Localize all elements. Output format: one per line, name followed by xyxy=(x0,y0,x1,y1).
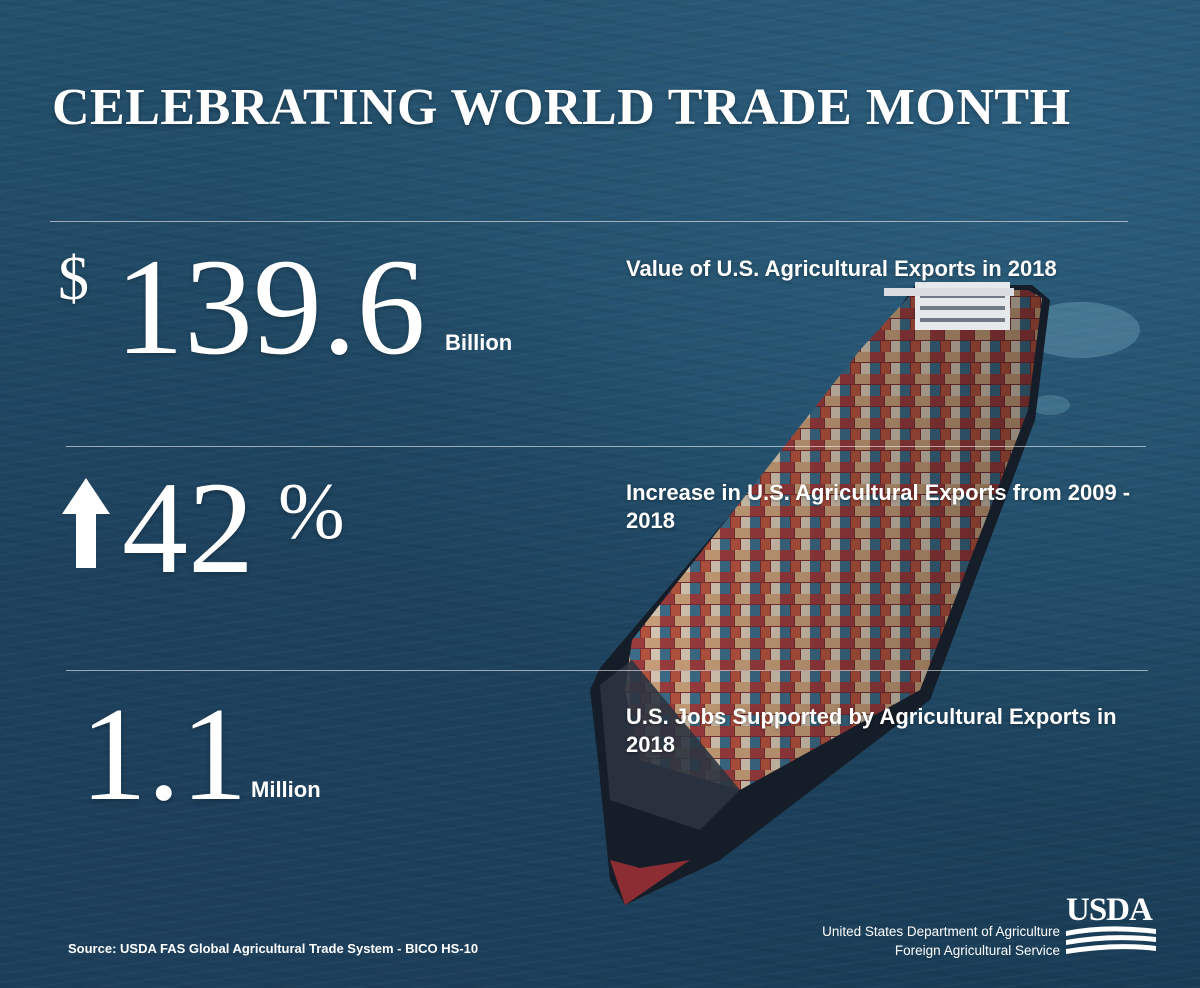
export-value-unit: Billion xyxy=(445,330,513,355)
usda-logo: USDA xyxy=(1066,892,1156,960)
page-title: CELEBRATING WORLD TRADE MONTH xyxy=(52,79,1071,136)
divider xyxy=(50,221,1128,222)
jobs-value-unit: Million xyxy=(251,777,321,802)
source-note: Source: USDA FAS Global Agricultural Tra… xyxy=(68,941,479,956)
up-arrow-icon xyxy=(62,478,110,568)
increase-description: Increase in U.S. Agricultural Exports fr… xyxy=(626,480,1131,533)
usda-logo-text: USDA xyxy=(1066,892,1153,928)
percent-sign: % xyxy=(278,468,345,556)
agency-line-1: United States Department of Agriculture xyxy=(822,924,1060,939)
increase-value: 42 xyxy=(122,454,254,601)
ship-wake xyxy=(1020,302,1140,358)
export-value-description: Value of U.S. Agricultural Exports in 20… xyxy=(626,256,1057,281)
jobs-value: 1.1 xyxy=(80,680,248,828)
divider xyxy=(66,446,1146,447)
agency-line-2: Foreign Agricultural Service xyxy=(894,943,1060,958)
usda-logo-hills-icon xyxy=(1066,926,1156,954)
jobs-description: U.S. Jobs Supported by Agricultural Expo… xyxy=(626,704,1117,757)
export-value: 139.6 xyxy=(115,230,426,383)
agency-name: United States Department of Agriculture … xyxy=(822,922,1060,960)
divider xyxy=(66,670,1148,671)
dollar-sign: $ xyxy=(58,245,89,313)
